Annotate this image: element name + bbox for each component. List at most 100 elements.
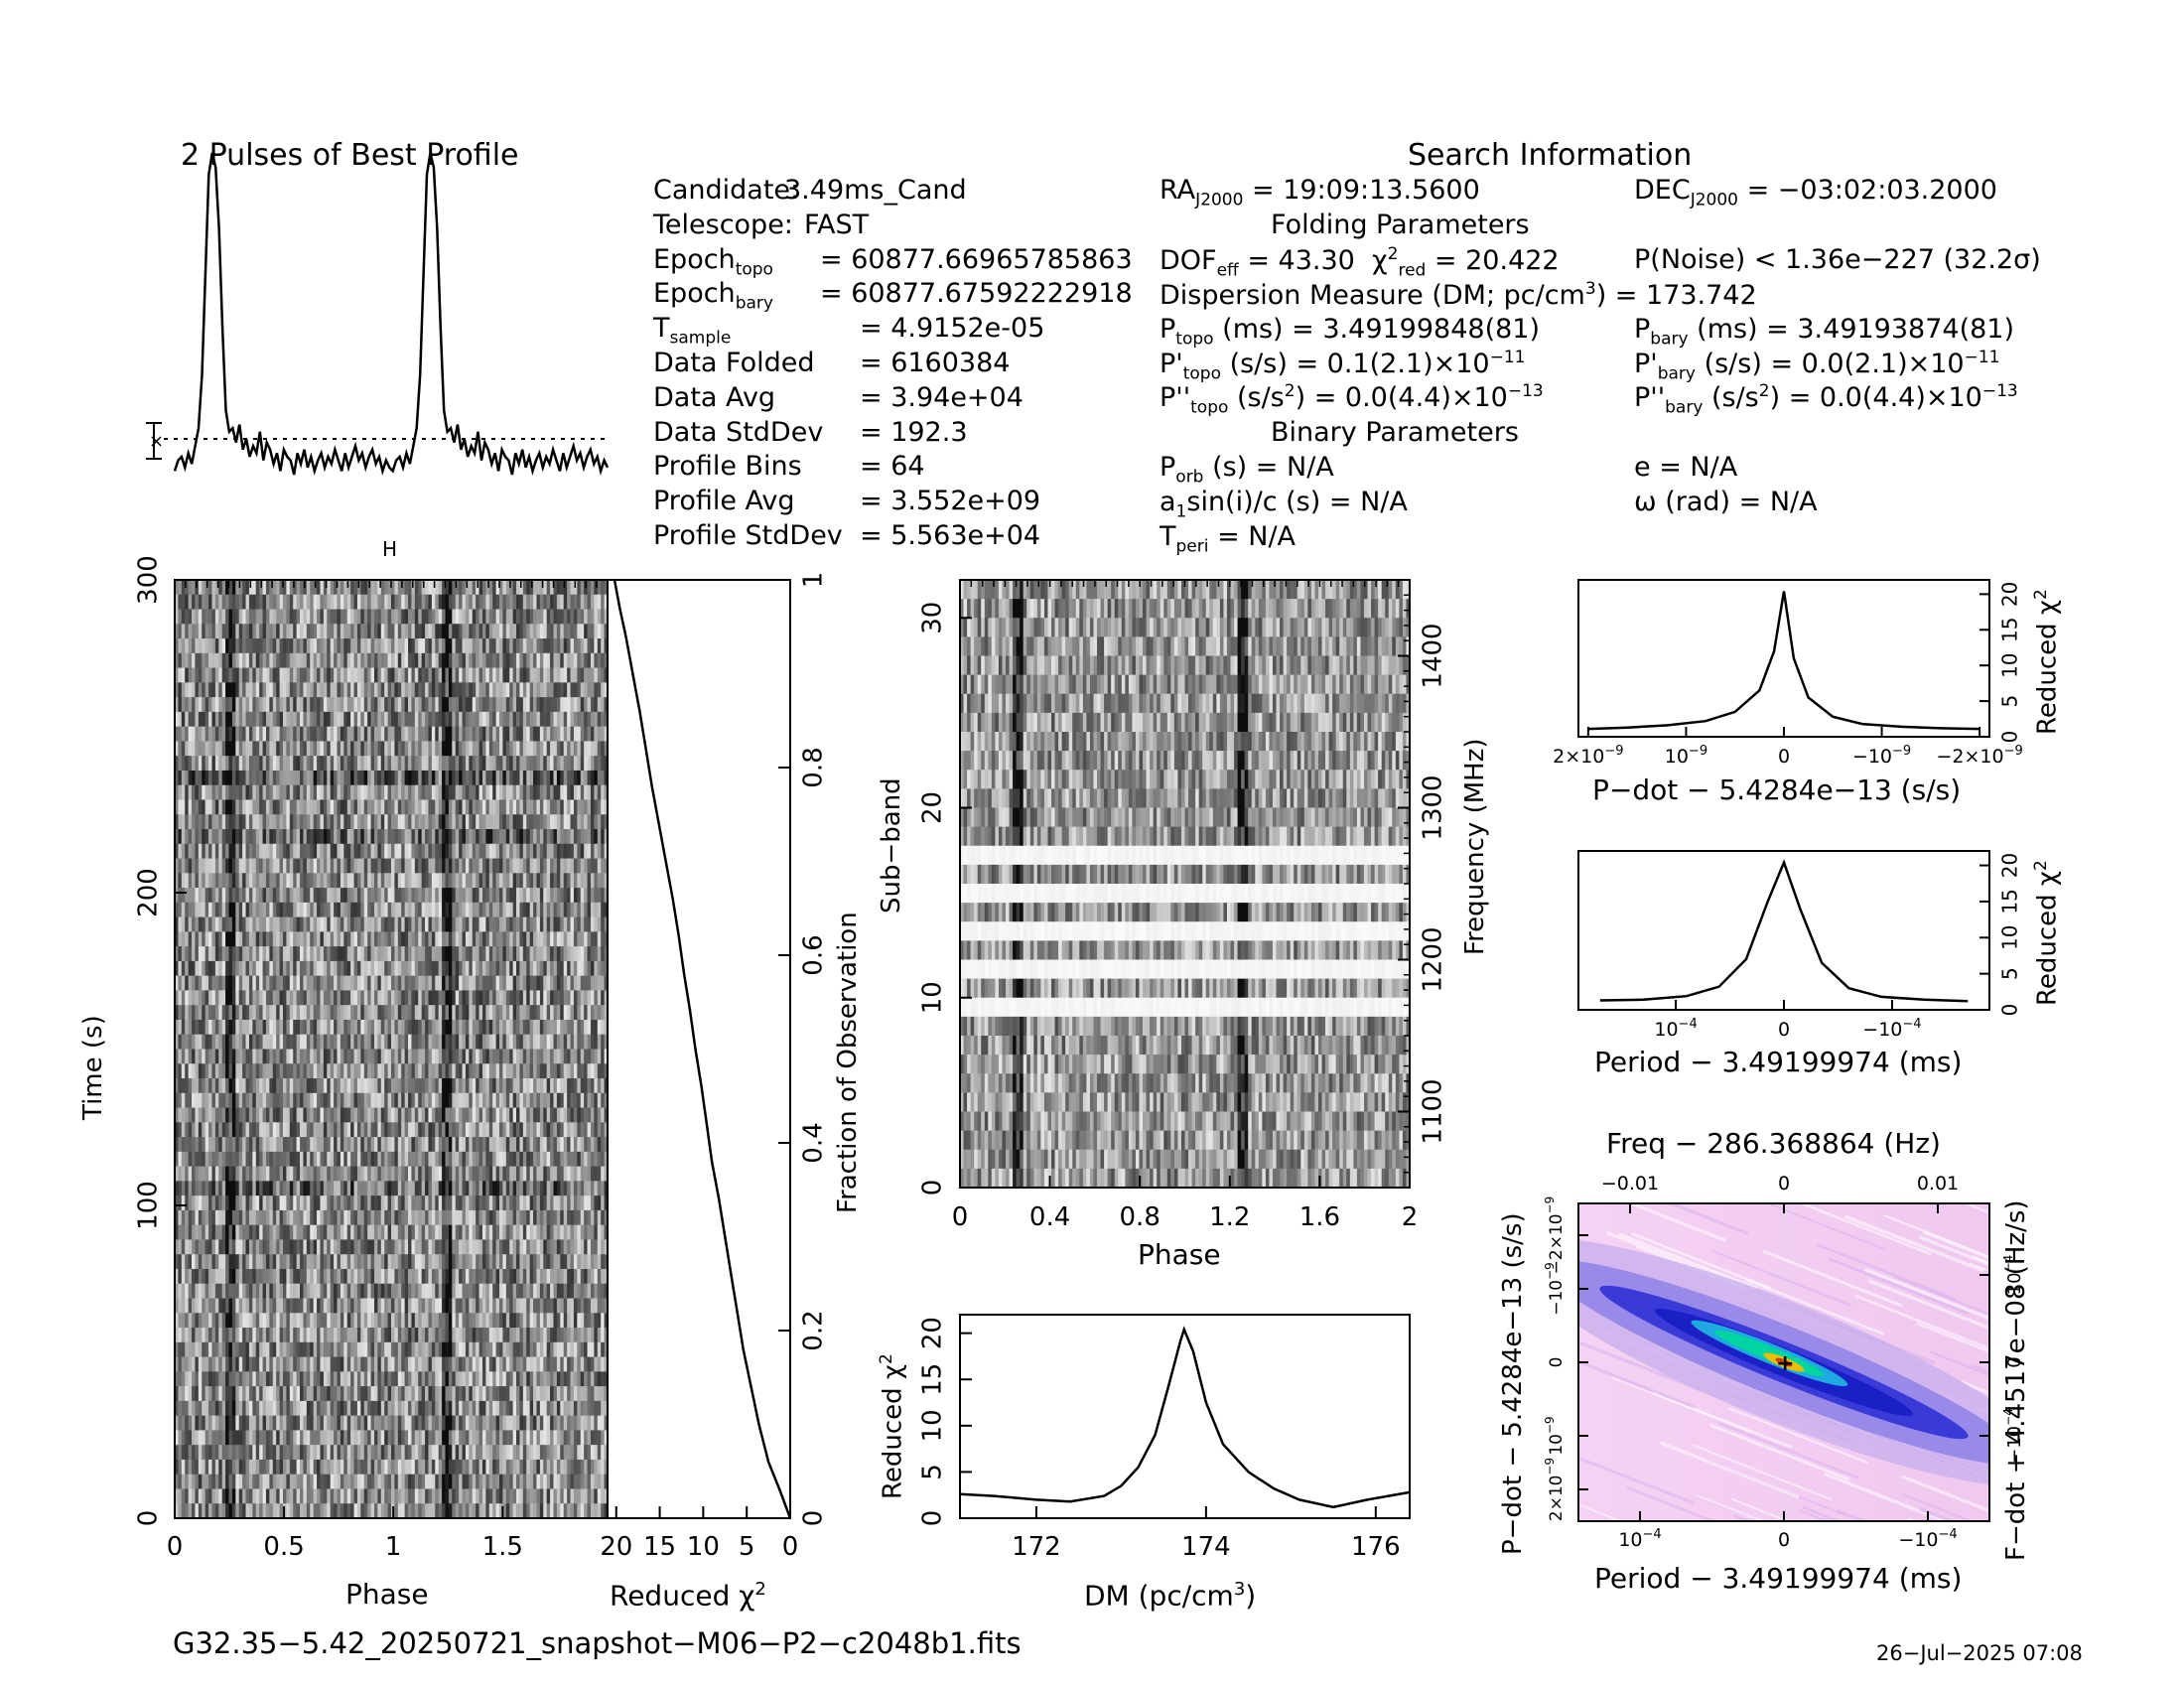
subband-image [960, 580, 1410, 1188]
info-label-10: Profile StdDev [653, 520, 843, 551]
small-ytick: 0 [1998, 1004, 2022, 1017]
subband-ylabel: Sub−band [877, 777, 906, 914]
footer-filename: G32.35−5.42_20250721_snapshot−M06−P2−c20… [173, 1626, 1022, 1660]
dm-ytick: 0 [918, 1510, 948, 1527]
svg-text:×: × [149, 431, 164, 452]
freq-top-tick: −0.01 [1601, 1173, 1659, 1195]
subband-xtick: 1.6 [1299, 1202, 1340, 1232]
time-xtick: 0.5 [263, 1532, 304, 1562]
period-chi-plot: 10−4 0 −10−4 0 5 10 15 20 [1577, 850, 2022, 1041]
ppdot-left-tick: 0 [1547, 1357, 1567, 1368]
profile-marker: H [382, 537, 397, 561]
pdot-chi-curve [1587, 591, 1980, 731]
time-ytick: 0 [134, 1510, 164, 1527]
search-info-header: Search Information [1408, 138, 1693, 173]
time-phase-plot: 0 100 200 300 0 0.5 1 1.5 [134, 555, 609, 1562]
small-xtick: 10−9 [1665, 744, 1707, 768]
chi-time-curve [613, 579, 792, 1519]
period-chi-curve [1599, 859, 1969, 1003]
small-xtick: 0 [1778, 1019, 1790, 1041]
best-fit-marker: + [1776, 1351, 1794, 1376]
subband-xtick: 0.8 [1120, 1202, 1160, 1232]
subband-xtick: 1.2 [1209, 1202, 1250, 1232]
dm-ytick: 10 [918, 1409, 948, 1442]
ra-label: RAJ2000 = 19:09:13.5600 [1160, 175, 1480, 211]
small-ytick: 5 [1998, 695, 2022, 708]
info-value-6: = 3.94e+04 [860, 381, 1024, 413]
subband-xtick: 0.4 [1029, 1202, 1070, 1232]
frequency-ytick: 1400 [1419, 623, 1448, 688]
ppdot-ylabel: P−dot − 5.4284e−13 (s/s) [1498, 1212, 1528, 1555]
time-ytick: 100 [134, 1181, 164, 1230]
time-xtick: 1.5 [482, 1532, 523, 1562]
info-label-4: Tsample [653, 313, 732, 349]
fraction-ylabel: Fraction of Observation [833, 912, 863, 1213]
dm-ytick: 20 [918, 1317, 948, 1349]
small-xtick: −2×10−9 [1937, 744, 2023, 768]
time-xtick: 0 [167, 1532, 184, 1562]
pbary-label: Pbary (ms) = 3.49193874(81) [1634, 314, 2014, 350]
subband-ytick: 30 [918, 602, 948, 634]
profile-curve [173, 152, 610, 477]
info-label-7: Data StdDev [653, 416, 824, 448]
ppdot-left-tick: −2×10−9 [1543, 1196, 1568, 1275]
small-xtick: −10−4 [1862, 1017, 1921, 1041]
chi-time-xtick: 10 [687, 1532, 720, 1562]
subband-ytick: 20 [918, 791, 948, 824]
tperi-label: Tperi = N/A [1160, 521, 1297, 557]
info-value-4: = 4.9152e-05 [860, 313, 1045, 345]
frequency-ylabel: Frequency (MHz) [1460, 738, 1490, 956]
dm-chi-plot: 172 174 176 0 5 10 15 20 [918, 1314, 1411, 1562]
info-value-1: FAST [804, 209, 870, 240]
freq-top-tick: 0.01 [1917, 1173, 1959, 1195]
ppdot-xlabel: Period − 3.49199974 (ms) [1594, 1562, 1963, 1595]
folding-header: Folding Parameters [1271, 210, 1530, 240]
small-ytick: 5 [1998, 967, 2022, 980]
small-xtick: 10−4 [1654, 1017, 1697, 1041]
info-value-10: = 5.563e+04 [860, 520, 1041, 551]
pdot-bary-label: P'bary (s/s) = 0.0(2.1)×10−11 [1634, 348, 2000, 384]
chi-time-xtick: 20 [600, 1532, 632, 1562]
fdot-ylabel: F−dot + 4.4517e−08 (Hz/s) [2001, 1199, 2031, 1561]
pdot-xlabel: P−dot − 5.4284e−13 (s/s) [1592, 774, 1962, 806]
chi-time-plot: 20 15 10 5 000.20.40.60.81 [600, 572, 828, 1562]
ecc-label: e = N/A [1634, 452, 1738, 483]
dm-label: Dispersion Measure (DM; pc/cm3) = 173.74… [1160, 279, 1757, 311]
time-ytick: 200 [134, 868, 164, 917]
info-label-0: Candidate: [653, 175, 800, 206]
small-ytick: 15 [1998, 889, 2022, 914]
time-xlabel: Phase [345, 1578, 429, 1611]
subband-ytick: 10 [918, 981, 948, 1014]
time-xtick: 1 [385, 1532, 402, 1562]
freq-top-tick: 0 [1778, 1173, 1790, 1195]
fraction-ytick: 0 [799, 1510, 829, 1527]
period-chi-ylabel: Reduced χ2 [2031, 860, 2063, 1006]
ppdot-image: + [1578, 1203, 1989, 1521]
small-ytick: 20 [1998, 853, 2022, 878]
info-value-5: = 6160384 [860, 348, 1011, 378]
fraction-ytick: 0.2 [799, 1310, 829, 1350]
chi-time-xtick: 0 [782, 1532, 799, 1562]
info-value-8: = 64 [860, 451, 925, 483]
chi-time-xtick: 15 [643, 1532, 676, 1562]
profile-errorbar: × [146, 422, 164, 460]
info-label-9: Profile Avg [653, 486, 795, 517]
small-ytick: 10 [1998, 652, 2022, 677]
small-xtick: 2×10−9 [1553, 744, 1623, 768]
subband-xtick: 0 [952, 1202, 969, 1232]
info-label-3: Epochbary [653, 278, 773, 314]
fraction-ytick: 0.8 [799, 747, 829, 787]
pddot-topo-label: P''topo (s/s2) = 0.0(4.4)×10−13 [1160, 381, 1544, 418]
info-label-6: Data Avg [653, 381, 776, 413]
fraction-ytick: 1 [799, 572, 829, 589]
profile-plot: × H [146, 152, 610, 561]
ptopo-label: Ptopo (ms) = 3.49199848(81) [1160, 314, 1540, 350]
dm-ytick: 15 [918, 1363, 948, 1396]
subband-ytick: 0 [918, 1180, 948, 1196]
ppdot-left-tick: 2×10−9 [1543, 1458, 1568, 1521]
dm-xtick: 176 [1351, 1532, 1401, 1562]
small-xtick: 0 [1778, 746, 1790, 768]
info-label-5: Data Folded [653, 348, 815, 378]
